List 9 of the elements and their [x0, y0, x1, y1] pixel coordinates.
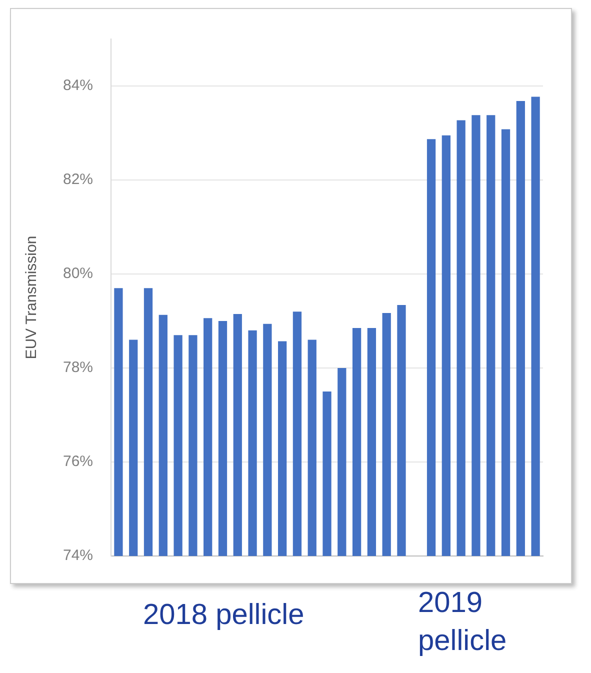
y-tick-label: 84% [62, 77, 94, 94]
y-tick-label: 76% [62, 453, 94, 470]
y-tick-label: 82% [62, 171, 94, 188]
text: 2019 pellicle [418, 586, 508, 659]
y-tick-label: 80% [62, 265, 94, 282]
y-tick-label: 74% [62, 547, 94, 564]
y-axis-title: EUV Transmission [23, 236, 40, 360]
text: 2018 pellicle [143, 598, 306, 633]
y-tick-label: 78% [62, 359, 94, 376]
